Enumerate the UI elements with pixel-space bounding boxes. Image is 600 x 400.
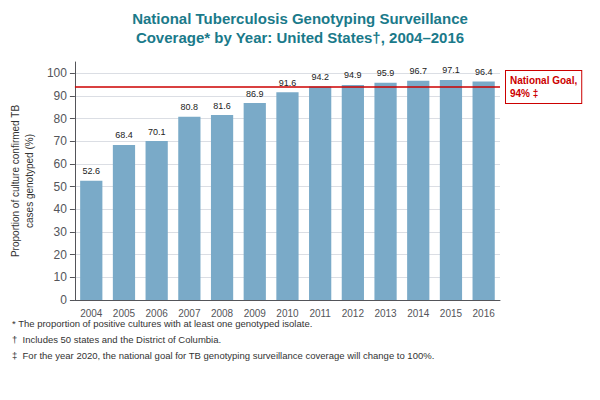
svg-text:95.9: 95.9: [377, 68, 395, 78]
svg-text:2009: 2009: [244, 308, 267, 319]
svg-text:Coverage* by Year: United Stat: Coverage* by Year: United States†, 2004–…: [136, 29, 464, 46]
svg-text:2007: 2007: [178, 308, 201, 319]
svg-text:2005: 2005: [113, 308, 136, 319]
svg-text:20: 20: [54, 248, 68, 262]
svg-text:0: 0: [60, 293, 67, 307]
svg-text:94.2: 94.2: [311, 72, 329, 82]
svg-text:† Includes 50 states and the: † Includes 50 states and the District of…: [12, 334, 221, 345]
svg-text:2012: 2012: [342, 308, 365, 319]
svg-text:70.1: 70.1: [148, 127, 166, 137]
svg-text:52.6: 52.6: [83, 166, 101, 176]
svg-text:2004: 2004: [80, 308, 103, 319]
svg-text:National Tuberculosis Genotypi: National Tuberculosis Genotyping Surveil…: [132, 10, 468, 27]
svg-text:100: 100: [47, 66, 67, 80]
svg-text:* The proportion of positive c: * The proportion of positive cultures wi…: [12, 318, 312, 329]
svg-text:70: 70: [54, 134, 68, 148]
svg-text:96.7: 96.7: [409, 66, 427, 76]
svg-text:10: 10: [54, 270, 68, 284]
svg-text:National Goal,: National Goal,: [510, 75, 577, 86]
svg-text:68.4: 68.4: [115, 130, 133, 140]
svg-text:30: 30: [54, 225, 68, 239]
svg-text:2016: 2016: [473, 308, 496, 319]
svg-text:50: 50: [54, 180, 68, 194]
svg-text:94.9: 94.9: [344, 70, 362, 80]
svg-text:2006: 2006: [146, 308, 169, 319]
svg-text:97.1: 97.1: [442, 65, 460, 75]
svg-text:90: 90: [54, 89, 68, 103]
svg-text:cases genotyped (%): cases genotyped (%): [24, 134, 35, 228]
svg-text:2011: 2011: [309, 308, 331, 319]
svg-text:2008: 2008: [211, 308, 234, 319]
svg-text:96.4: 96.4: [475, 67, 493, 77]
svg-text:81.6: 81.6: [213, 101, 231, 111]
svg-text:‡ For the year 2020, the nati: ‡ For the year 2020, the national goal f…: [12, 350, 434, 361]
svg-text:91.6: 91.6: [278, 77, 297, 88]
svg-text:2010: 2010: [276, 308, 299, 319]
svg-text:86.9: 86.9: [246, 89, 264, 99]
svg-text:60: 60: [54, 157, 68, 171]
svg-text:80.8: 80.8: [181, 102, 199, 112]
svg-text:2014: 2014: [407, 308, 430, 319]
svg-text:2015: 2015: [440, 308, 463, 319]
svg-text:2013: 2013: [374, 308, 397, 319]
svg-text:80: 80: [54, 112, 68, 126]
svg-text:94% ‡: 94% ‡: [510, 88, 538, 99]
svg-text:Proportion of culture confirme: Proportion of culture confirmed TB: [10, 105, 21, 257]
svg-text:40: 40: [54, 202, 68, 216]
